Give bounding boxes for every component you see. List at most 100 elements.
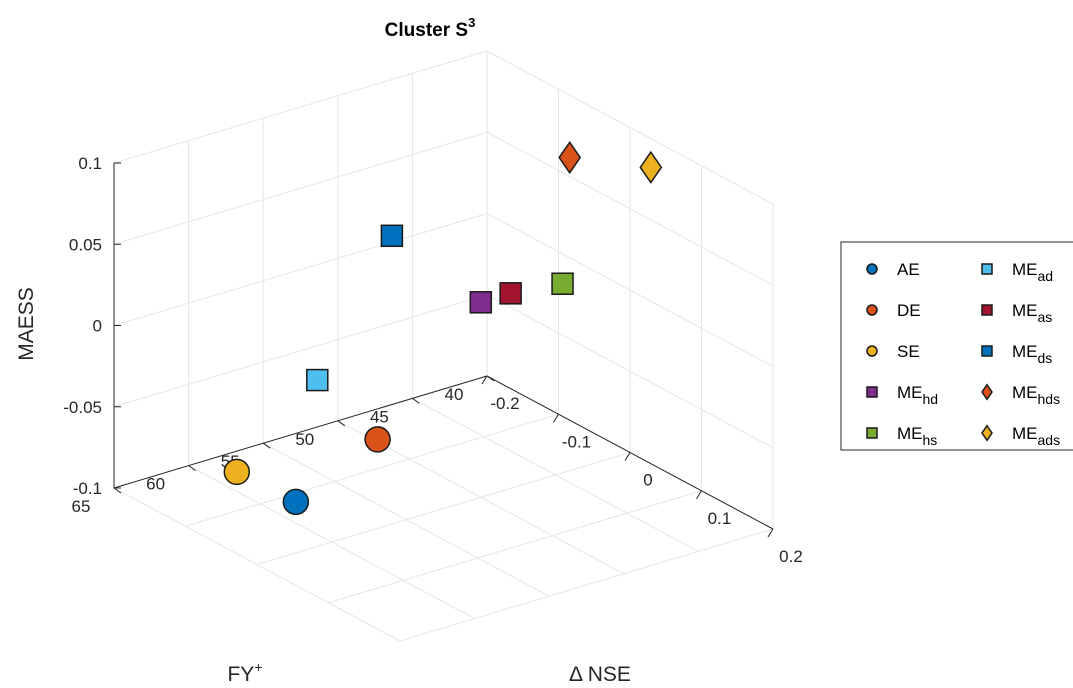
legend-label-sub: hd: [923, 391, 939, 407]
data-point-me-hd: [469, 291, 493, 314]
grid-line-wall-b-z: [486, 131, 774, 286]
z-tick-label: 0.1: [78, 154, 102, 173]
x-tick: [486, 375, 495, 382]
x-tick-label: 45: [370, 407, 389, 426]
x-tick: [188, 465, 196, 472]
x-axis-label: FY+: [227, 659, 262, 686]
legend-marker-diamond: [981, 424, 993, 442]
legend-label: MEhd: [897, 383, 938, 407]
legend-label-sub: ds: [1038, 350, 1053, 366]
legend-label-main: ME: [1012, 342, 1038, 361]
grid-line-floor-y: [185, 413, 559, 527]
y-tick: [481, 375, 488, 385]
x-axis-label-sup: +: [254, 659, 262, 675]
x-tick-label: 60: [146, 475, 165, 494]
y-tick: [767, 528, 774, 538]
grid-line-wall-b-z: [486, 294, 774, 449]
legend-marker-diamond: [981, 383, 993, 401]
y-axis-label: Δ NSE: [569, 663, 631, 686]
y-tick-label: -0.1: [562, 432, 591, 451]
legend-label-main: SE: [897, 342, 920, 361]
legend-label-sub: ad: [1038, 268, 1054, 284]
data-point-de: [364, 426, 391, 453]
legend-item-me-as: MEas: [981, 301, 1052, 325]
legend-label: MEads: [1012, 424, 1060, 448]
legend-box: [840, 241, 1073, 451]
z-axis-label: MAESS: [15, 287, 38, 361]
legend-marker-square: [866, 386, 878, 398]
legend-label-sub: ads: [1038, 432, 1061, 448]
legend-marker-square: [981, 263, 993, 275]
grid-line-floor-y: [328, 490, 702, 604]
grid-line-wall-b-z: [486, 50, 774, 205]
legend-label: MEhs: [897, 424, 937, 448]
legend-label: MEhds: [1012, 383, 1060, 407]
x-axis-line: [113, 375, 488, 489]
data-point-me-ads: [639, 150, 663, 184]
tick-labels: 404550556065-0.2-0.100.10.2-0.1-0.0500.0…: [63, 154, 803, 566]
x-axis-label-main: FY: [227, 663, 254, 686]
grid-lines: [113, 50, 774, 642]
z-tick-label: 0: [93, 317, 102, 336]
grid-line-wall-a-z: [113, 213, 488, 326]
x-tick-label: 50: [295, 430, 314, 449]
legend-label-sub: as: [1038, 309, 1053, 325]
legend-label: MEad: [1012, 260, 1053, 284]
legend-label-main: ME: [897, 383, 923, 402]
legend-item-me-hds: MEhds: [981, 383, 1060, 407]
legend-label-main: DE: [897, 301, 921, 320]
y-tick: [553, 413, 559, 423]
legend-label-main: ME: [1012, 301, 1038, 320]
legend-item-me-ds: MEds: [981, 342, 1052, 366]
legend-item-ae: AE: [866, 260, 920, 279]
chart-title: Cluster S3: [385, 15, 476, 41]
y-tick: [624, 452, 631, 461]
x-tick: [412, 397, 420, 404]
legend-marker-circle: [866, 304, 878, 316]
legend-item-se: SE: [866, 342, 920, 361]
data-point-ae: [282, 488, 310, 516]
legend-item-me-hs: MEhs: [866, 424, 937, 448]
grid-line-wall-a-z: [113, 131, 488, 245]
legend-label-main: ME: [1012, 260, 1038, 279]
legend-label-sub: hds: [1038, 391, 1061, 407]
grid-line-wall-b-z: [486, 213, 774, 367]
legend-marker-square: [981, 304, 993, 316]
chart-title-sup: 3: [468, 15, 475, 30]
legend-marker-square: [866, 427, 878, 439]
data-point-me-ds: [380, 224, 404, 248]
data-point-me-ad: [306, 368, 329, 392]
data-point-me-hds: [558, 141, 582, 175]
y-tick: [696, 490, 702, 500]
y-tick-label: 0.2: [779, 547, 803, 566]
grid-line-wall-a-z: [113, 50, 488, 164]
data-point-me-as: [499, 282, 522, 305]
legend-label: MEas: [1012, 301, 1052, 325]
data-markers: [223, 141, 663, 516]
legend-label-main: ME: [1012, 383, 1038, 402]
legend-marker-circle: [866, 263, 878, 275]
grid-line-floor-y: [256, 452, 631, 565]
legend-label: AE: [897, 260, 920, 279]
x-tick-label: 65: [72, 497, 91, 516]
legend-label: MEds: [1012, 342, 1052, 366]
data-point-se: [223, 458, 251, 486]
legend-item-me-ads: MEads: [981, 424, 1060, 448]
data-point-me-hs: [551, 272, 574, 295]
x-tick: [262, 442, 271, 449]
legend-label-sub: hs: [923, 432, 938, 448]
legend-item-me-hd: MEhd: [866, 383, 938, 407]
legend-marker-square: [981, 345, 993, 357]
grid-line-floor-y: [399, 528, 774, 642]
legend-item-me-ad: MEad: [981, 260, 1053, 284]
y-tick-label: 0: [643, 471, 652, 490]
y-tick-label: 0.1: [708, 509, 732, 528]
legend-label-main: ME: [897, 424, 923, 443]
x-tick: [337, 420, 346, 427]
z-tick-label: -0.05: [63, 398, 102, 417]
y-tick-label: -0.2: [490, 394, 519, 413]
legend-label-main: ME: [1012, 424, 1038, 443]
